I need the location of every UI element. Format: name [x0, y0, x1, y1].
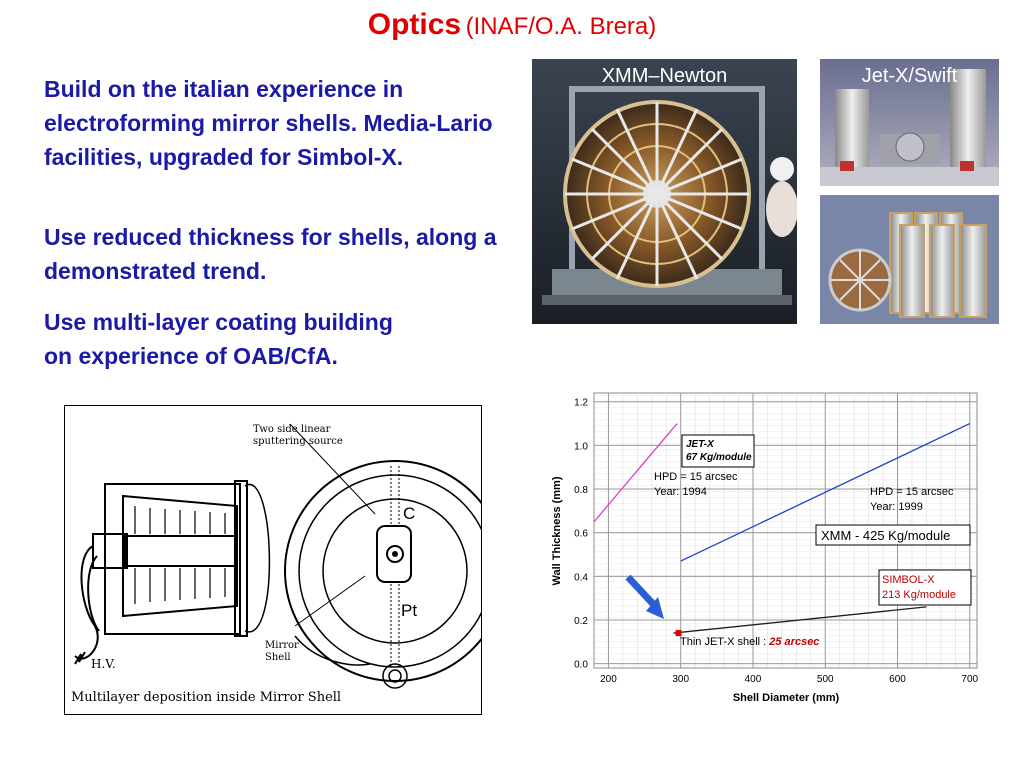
jetx-year: Year: 1994	[654, 486, 707, 498]
bullet-thickness: Use reduced thickness for shells, along …	[44, 224, 497, 284]
chamber-housing	[104, 483, 241, 635]
jetx-annotation-2: 67 Kg/module	[686, 452, 752, 463]
shells-array-image	[820, 195, 999, 324]
shells-array-photo	[820, 195, 999, 324]
platinum-label: Pt	[401, 601, 417, 620]
series-lines	[593, 422, 971, 637]
jetx-caption: Jet-X/Swift	[861, 65, 958, 87]
bullet-electroforming: Build on the italian experience in elect…	[44, 76, 493, 170]
x-tick-label: 300	[672, 674, 689, 685]
thin-shell-annotation: Thin JET-X shell : 25 arcsec	[680, 636, 819, 648]
mirror-label-1: Mirror	[265, 640, 299, 651]
mirror-label-2: Shell	[265, 652, 291, 663]
xmm-year: Year: 1999	[870, 501, 923, 513]
lightning-icon	[74, 651, 86, 665]
mirror-shell-section	[122, 494, 238, 618]
y-tick-label: 0.8	[574, 485, 588, 496]
xmm-box-label: XMM - 425 Kg/module	[821, 528, 950, 543]
jetx-shells-image	[820, 59, 999, 186]
x-tick-label: 700	[961, 674, 978, 685]
jetx-annotation-1: JET-X	[686, 439, 715, 450]
hv-label: H.V.	[91, 657, 116, 671]
series-line-jet-x	[593, 423, 678, 523]
thin-shell-prefix: Thin JET-X shell :	[680, 636, 769, 648]
y-tick-label: 0.4	[574, 572, 588, 583]
x-tick-label: 200	[600, 674, 617, 685]
simbol-box	[878, 569, 972, 606]
x-tick-label: 400	[745, 674, 762, 685]
sputter-arrows	[134, 506, 226, 604]
y-tick-label: 0.0	[574, 660, 588, 671]
y-tick-label: 1.2	[574, 398, 588, 409]
jetx-hpd: HPD = 15 arcsec	[654, 471, 738, 483]
bullet-multilayer: Use multi-layer coating building on expe…	[44, 309, 393, 369]
title-main: Optics	[367, 8, 462, 41]
simbol-annotation-1: SIMBOL-X	[882, 574, 935, 586]
x-tick-label: 600	[889, 674, 906, 685]
xmm-mirror-module-image	[532, 59, 797, 324]
xmm-hpd: HPD = 15 arcsec	[870, 486, 954, 498]
page-title: Optics (INAF/O.A. Brera)	[0, 8, 1024, 42]
wall-thickness-chart: 0.0 0.2 0.4 0.6 0.8 1.0 1.2 200 300 400 500 600 700 …	[546, 383, 982, 713]
y-axis-label: Wall Thickness (mm)	[551, 476, 563, 585]
x-tick-label: 500	[817, 674, 834, 685]
sputtering-diagram-drawing: H.V. C Pt Two side linear sputtering sou…	[71, 423, 506, 705]
jetx-box	[681, 434, 755, 468]
xmm-caption: XMM–Newton	[601, 65, 728, 87]
series-line-simbol-x	[673, 606, 927, 634]
y-tick-label: 0.6	[574, 529, 588, 540]
title-sub: (INAF/O.A. Brera)	[465, 13, 657, 40]
linear-source	[124, 535, 236, 567]
x-axis-label: Shell Diameter (mm)	[733, 692, 840, 704]
sputtering-diagram: H.V. C Pt Two side linear sputtering sou…	[64, 405, 506, 715]
feedthrough	[92, 533, 128, 569]
xmm-box	[815, 524, 971, 546]
jetx-swift-photo: Jet-X/Swift	[820, 59, 999, 186]
source-label-2: sputtering source	[253, 436, 343, 447]
thin-shell-value: 25 arcsec	[768, 636, 819, 648]
carbon-label: C	[403, 504, 415, 523]
tick-labels: 0.0 0.2 0.4 0.6 0.8 1.0 1.2 200 300 400 500 600 700	[574, 398, 978, 685]
y-tick-label: 1.0	[574, 441, 588, 452]
xmm-newton-photo: XMM–Newton	[532, 59, 797, 324]
simbol-annotation-2: 213 Kg/module	[882, 589, 956, 601]
y-tick-label: 0.2	[574, 616, 588, 627]
cable	[74, 545, 99, 660]
highlight-arrow	[625, 574, 664, 619]
source-label-1: Two side linear	[253, 424, 331, 435]
diagram-caption: Multilayer deposition inside Mirror Shel…	[71, 690, 341, 705]
thin-jetx-point	[675, 630, 682, 637]
series-line-xmm	[680, 422, 971, 562]
